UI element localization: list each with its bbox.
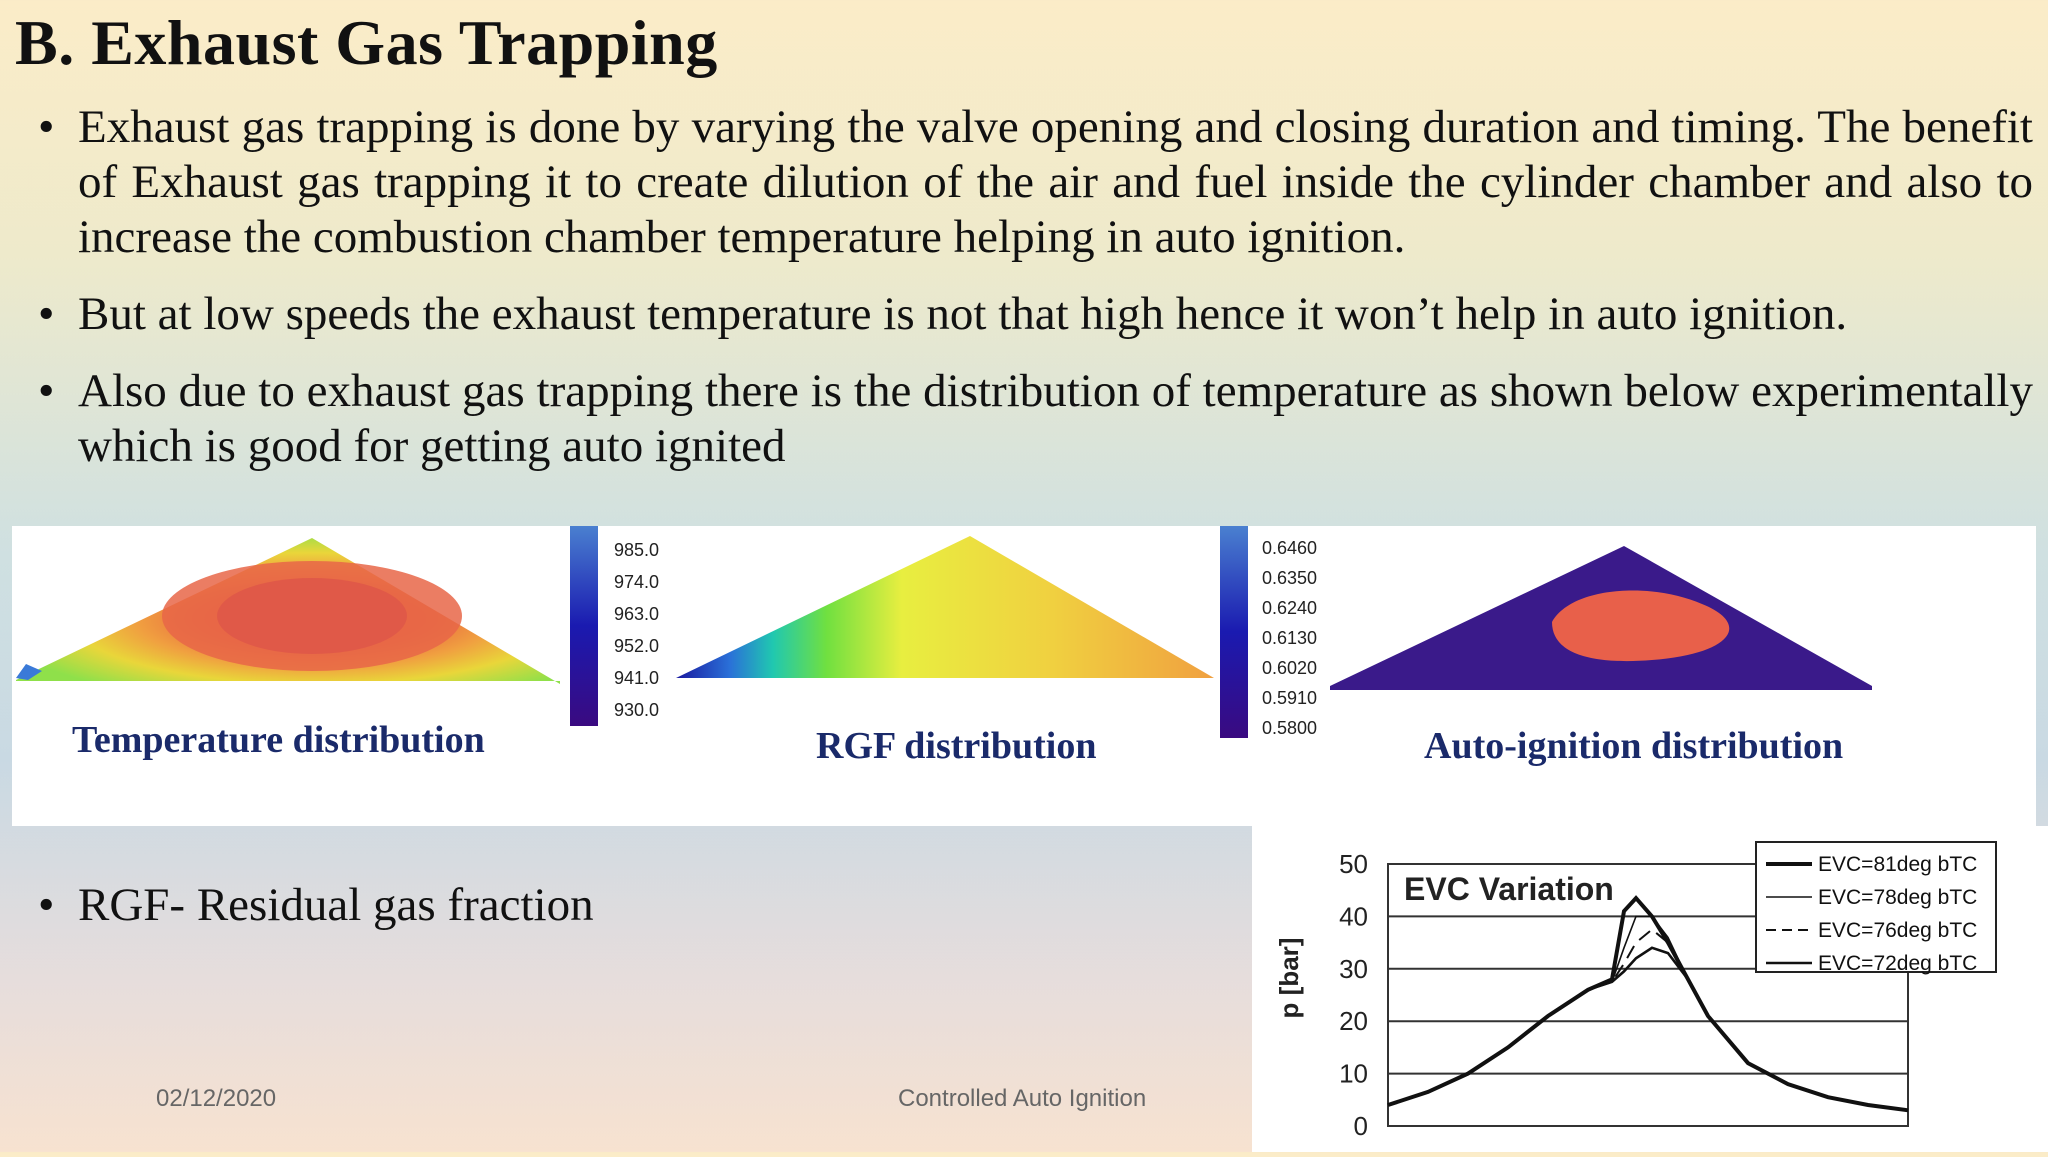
rgf-scale-label: 0.6460 — [1262, 538, 1317, 558]
y-tick-label: 40 — [1339, 901, 1368, 931]
bullet-icon: • — [38, 288, 55, 340]
legend-entry: EVC=78deg bTC — [1818, 886, 1977, 909]
series-line — [1387, 928, 1909, 1112]
rgf-scale-label: 0.6350 — [1262, 568, 1317, 588]
rgf-caption: RGF distribution — [816, 725, 1096, 767]
chart-title: EVC Variation — [1404, 871, 1614, 907]
temp-scale-label: 985.0 — [614, 540, 659, 560]
bullet-list: • Exhaust gas trapping is done by varying… — [38, 100, 2033, 496]
series-line — [1387, 946, 1909, 1112]
rgf-note-text: RGF- Residual gas fraction — [78, 879, 594, 931]
temp-scale-label: 930.0 — [614, 700, 659, 720]
bullet-icon: • — [38, 101, 55, 153]
bullet-item: • But at low speeds the exhaust temperatu… — [38, 287, 2033, 342]
temperature-caption: Temperature distribution — [72, 719, 485, 761]
temp-scale-label: 974.0 — [614, 572, 659, 592]
y-tick-label: 10 — [1339, 1059, 1368, 1089]
auto-ignition-caption: Auto-ignition distribution — [1424, 725, 1843, 767]
legend-entry: EVC=72deg bTC — [1818, 952, 1977, 975]
rgf-distribution-plot — [676, 536, 1214, 678]
y-tick-label: 50 — [1339, 849, 1368, 879]
slide-title: B. Exhaust Gas Trapping — [15, 7, 718, 78]
temp-scale-label: 952.0 — [614, 636, 659, 656]
bullet-text: But at low speeds the exhaust temperatur… — [78, 288, 1848, 340]
footer-date: 02/12/2020 — [156, 1085, 277, 1112]
footer-title: Controlled Auto Ignition — [898, 1085, 1147, 1112]
auto-ignition-distribution-plot — [1330, 546, 1872, 690]
temperature-color-scale — [570, 526, 598, 726]
rgf-scale-label: 0.6130 — [1262, 628, 1317, 648]
y-tick-label: 30 — [1339, 954, 1368, 984]
temp-scale-label: 941.0 — [614, 668, 659, 688]
bullet-icon: • — [38, 365, 55, 417]
legend-entry: EVC=76deg bTC — [1818, 919, 1977, 942]
bullet-item: • Exhaust gas trapping is done by varying… — [38, 100, 2033, 265]
bullet-text: Exhaust gas trapping is done by varying … — [78, 101, 2033, 263]
bullet-text: Also due to exhaust gas trapping there i… — [78, 365, 2033, 472]
bullet-icon: • — [38, 879, 55, 931]
rgf-scale-label: 0.6020 — [1262, 658, 1317, 678]
rgf-note: • RGF- Residual gas fraction — [38, 878, 594, 933]
rgf-scale-label: 0.5910 — [1262, 688, 1317, 708]
distribution-figure: 985.0 974.0 963.0 952.0 941.0 930.0 Temp… — [12, 526, 2036, 826]
y-tick-label: 0 — [1354, 1111, 1368, 1141]
temp-scale-label: 963.0 — [614, 604, 659, 624]
rgf-color-scale — [1220, 526, 1248, 738]
rgf-scale-label: 0.5800 — [1262, 718, 1317, 738]
y-axis-label: p [bar] — [1274, 938, 1304, 1019]
y-tick-label: 20 — [1339, 1006, 1368, 1036]
chart-legend: EVC=81deg bTC EVC=78deg bTC EVC=76deg bTC E… — [1755, 841, 1997, 975]
evc-variation-chart: 0 10 20 30 40 50 EVC Variation p [bar] EVC=81… — [1252, 826, 2048, 1152]
legend-entry: EVC=81deg bTC — [1818, 853, 1977, 876]
bullet-item: • Also due to exhaust gas trapping there … — [38, 364, 2033, 474]
temperature-distribution-plot — [16, 538, 560, 684]
rgf-scale-label: 0.6240 — [1262, 598, 1317, 618]
